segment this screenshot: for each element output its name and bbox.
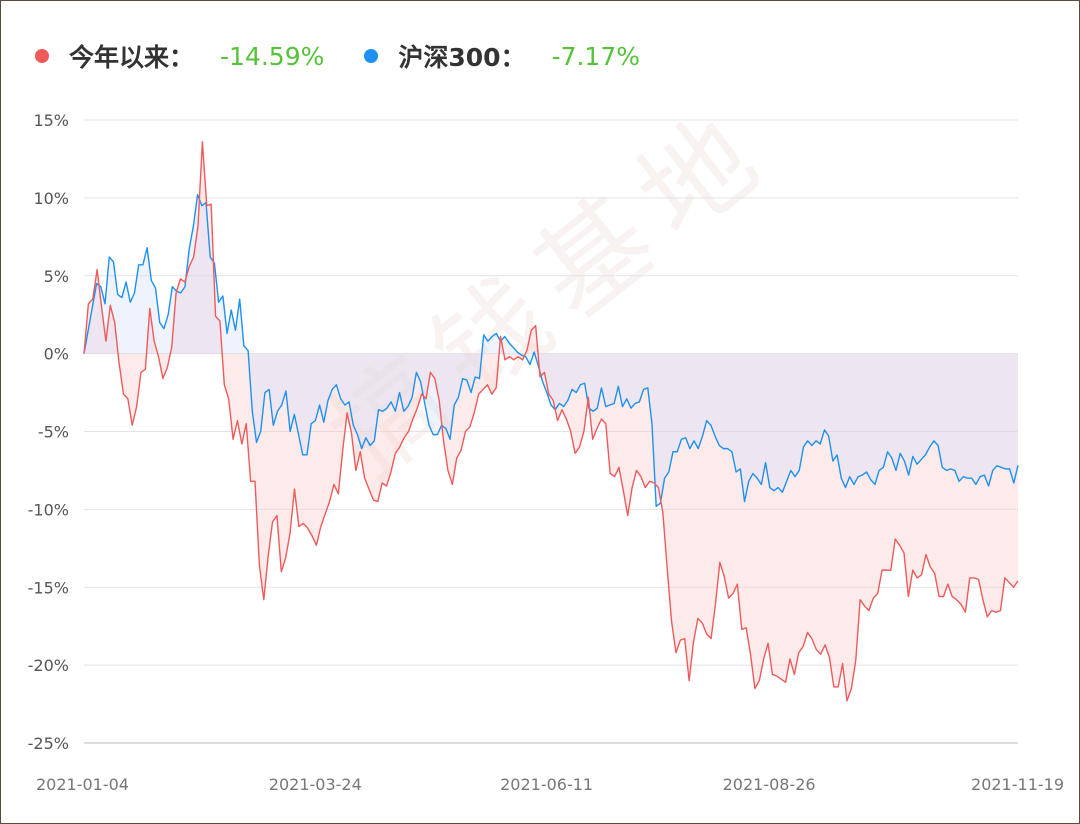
y-tick-label: -5% <box>38 423 69 442</box>
y-tick-label: 15% <box>33 111 69 130</box>
hs300-area <box>84 194 1018 507</box>
y-tick-label: 5% <box>44 267 69 286</box>
x-tick-label: 2021-03-24 <box>269 775 362 794</box>
legend-label-ytd: 今年以来： <box>69 43 195 72</box>
legend-label-hs300: 沪深300： <box>398 43 526 72</box>
x-tick-label: 2021-06-11 <box>500 775 593 794</box>
y-tick-label: -15% <box>28 578 69 597</box>
x-tick-label: 2021-11-19 <box>971 775 1064 794</box>
ytd-series-line <box>83 141 1019 702</box>
legend: 今年以来： -14.59% 沪深300： -7.17% <box>35 39 680 73</box>
hs300-dot-icon <box>364 49 379 63</box>
y-tick-label: -25% <box>28 734 69 753</box>
legend-item-hs300[interactable]: 沪深300： -7.17% <box>364 38 640 74</box>
y-tick-label: 10% <box>33 189 69 208</box>
legend-value-ytd: -14.59% <box>220 41 325 71</box>
legend-value-hs300: -7.17% <box>551 41 641 71</box>
y-tick-label: -10% <box>28 500 69 519</box>
hs300-series-line <box>83 194 1019 507</box>
ytd-dot-icon <box>35 49 49 63</box>
y-tick-label: 0% <box>44 345 69 364</box>
x-tick-label: 2021-01-04 <box>36 775 129 794</box>
legend-item-ytd[interactable]: 今年以来： -14.59% <box>35 38 324 74</box>
ytd-area <box>84 141 1018 701</box>
x-tick-label: 2021-08-26 <box>723 775 816 794</box>
y-tick-label: -20% <box>28 656 69 675</box>
